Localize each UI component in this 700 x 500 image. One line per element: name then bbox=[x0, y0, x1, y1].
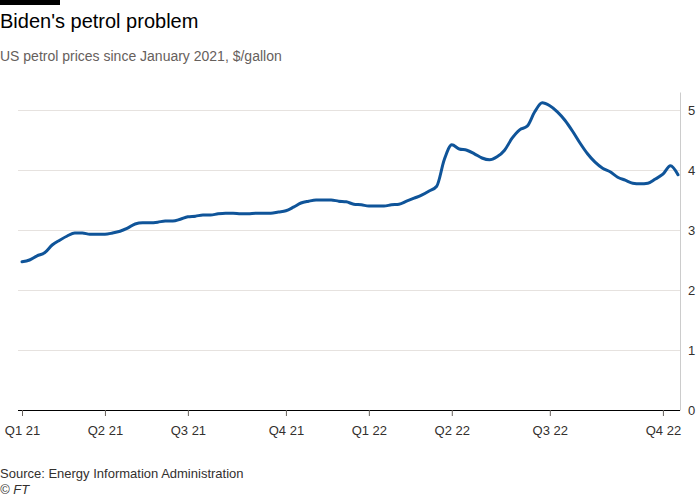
grid-line bbox=[18, 170, 680, 171]
x-tick-mark bbox=[22, 410, 23, 416]
y-tick: 0 bbox=[680, 403, 695, 418]
price-line bbox=[22, 103, 678, 262]
x-tick-label: Q3 21 bbox=[171, 423, 206, 438]
credit: © FT bbox=[0, 482, 30, 497]
subtitle: US petrol prices since January 2021, $/g… bbox=[0, 48, 282, 64]
x-tick-label: Q2 22 bbox=[435, 423, 470, 438]
x-tick-label: Q4 21 bbox=[269, 423, 304, 438]
grid-line bbox=[18, 350, 680, 351]
grid-line bbox=[18, 290, 680, 291]
grid bbox=[18, 110, 680, 410]
chart: Biden's petrol problem US petrol prices s… bbox=[0, 0, 700, 500]
y-tick-label: 4 bbox=[688, 163, 695, 178]
y-axis: 0 1 2 3 4 5 bbox=[680, 93, 695, 418]
x-tick: Q1 22 bbox=[352, 410, 387, 438]
plot-area bbox=[22, 103, 678, 262]
y-tick: 3 bbox=[680, 223, 695, 238]
y-tick-label: 0 bbox=[688, 403, 695, 418]
source: Source: Energy Information Administratio… bbox=[0, 466, 244, 481]
header-bar bbox=[0, 0, 60, 5]
y-tick: 1 bbox=[680, 343, 695, 358]
x-tick-mark bbox=[369, 410, 370, 416]
y-tick-label: 1 bbox=[688, 343, 695, 358]
x-tick: Q3 22 bbox=[533, 410, 568, 438]
x-tick-mark bbox=[105, 410, 106, 416]
y-tick-label: 3 bbox=[688, 223, 695, 238]
x-tick-mark bbox=[188, 410, 189, 416]
y-tick-label: 2 bbox=[688, 283, 695, 298]
x-tick: Q4 22 bbox=[646, 410, 681, 438]
x-tick: Q2 21 bbox=[88, 410, 123, 438]
grid-line bbox=[18, 230, 680, 231]
x-axis-line bbox=[23, 410, 679, 411]
x-tick-label: Q1 21 bbox=[5, 423, 40, 438]
grid-line bbox=[18, 110, 680, 111]
grid-line bbox=[18, 410, 680, 411]
y-axis-line bbox=[680, 93, 681, 411]
y-tick: 4 bbox=[680, 163, 695, 178]
x-tick: Q3 21 bbox=[171, 410, 206, 438]
x-tick-mark bbox=[452, 410, 453, 416]
x-tick: Q4 21 bbox=[269, 410, 304, 438]
x-axis: Q1 21 Q2 21 Q3 21 Q4 21 Q1 22 Q2 22 Q3 22 Q4 22 bbox=[5, 410, 681, 438]
title: Biden's petrol problem bbox=[0, 10, 198, 32]
x-tick-mark bbox=[286, 410, 287, 416]
x-tick-label: Q1 22 bbox=[352, 423, 387, 438]
x-tick: Q1 21 bbox=[5, 410, 40, 438]
y-tick-label: 5 bbox=[688, 103, 695, 118]
x-tick-label: Q2 21 bbox=[88, 423, 123, 438]
y-tick: 2 bbox=[680, 283, 695, 298]
x-tick-label: Q4 22 bbox=[646, 423, 681, 438]
x-tick-label: Q3 22 bbox=[533, 423, 568, 438]
x-tick-mark bbox=[550, 410, 551, 416]
x-tick-mark bbox=[663, 410, 664, 416]
x-tick: Q2 22 bbox=[435, 410, 470, 438]
y-tick: 5 bbox=[680, 103, 695, 118]
